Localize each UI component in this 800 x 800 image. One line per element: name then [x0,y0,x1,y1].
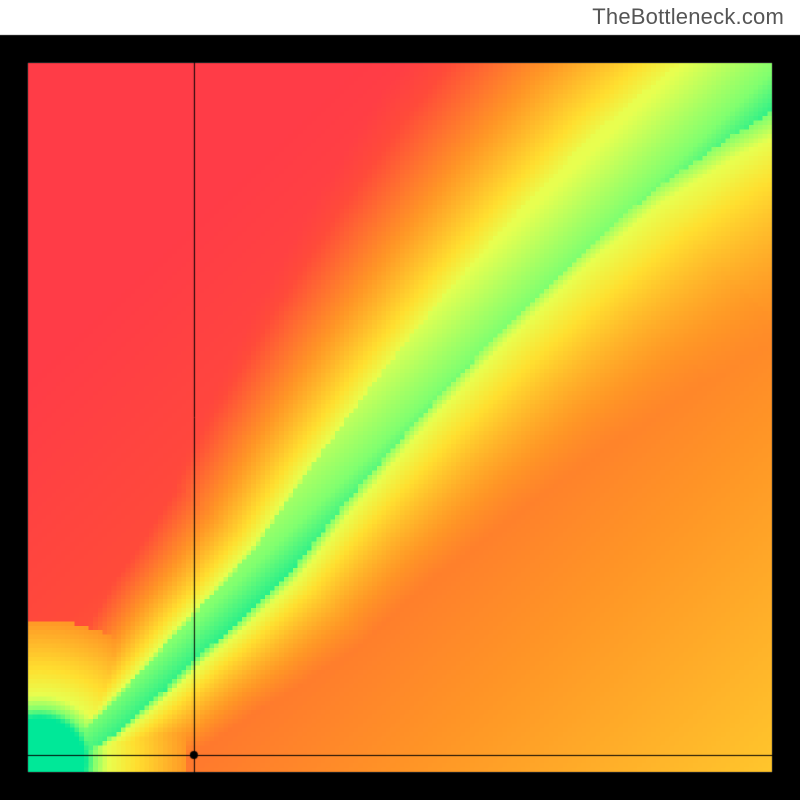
crosshair-overlay [0,0,800,800]
chart-container: { "attribution": { "text": "TheBottlenec… [0,0,800,800]
attribution-label: TheBottleneck.com [592,4,784,30]
